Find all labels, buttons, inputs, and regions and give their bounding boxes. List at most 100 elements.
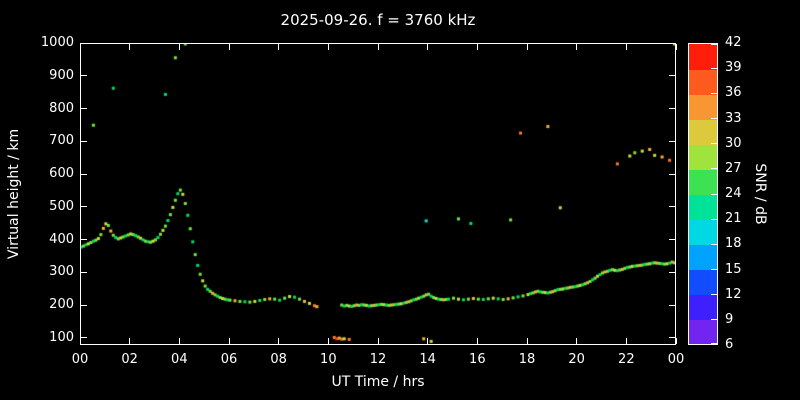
colorbar-band	[689, 194, 717, 220]
y-tick-mark	[669, 140, 675, 142]
x-tick-label: 18	[518, 352, 536, 367]
y-tick-mark	[81, 239, 87, 241]
x-tick-label: 14	[419, 352, 436, 367]
colorbar-tick-mark	[711, 43, 717, 45]
colorbar-tick-label: 6	[725, 337, 734, 352]
y-tick-mark	[81, 140, 87, 142]
colorbar-tick-mark	[711, 243, 717, 245]
x-tick-mark	[526, 338, 528, 344]
y-tick-label: 700	[49, 133, 74, 149]
x-tick-mark	[178, 338, 180, 344]
x-tick-mark	[228, 44, 230, 50]
x-tick-mark	[675, 338, 677, 344]
x-tick-mark	[476, 44, 478, 50]
x-tick-mark	[79, 44, 81, 50]
x-tick-label: 20	[568, 352, 585, 367]
x-tick-mark	[675, 44, 677, 50]
y-tick-mark	[669, 239, 675, 241]
x-tick-mark	[526, 44, 528, 50]
y-tick-mark	[669, 337, 675, 339]
y-tick-label: 500	[49, 198, 74, 214]
colorbar-tick-mark	[711, 118, 717, 119]
y-tick-label: 300	[49, 264, 74, 280]
y-tick-mark	[81, 42, 87, 44]
y-tick-mark	[81, 304, 87, 306]
colorbar-tick-label: 42	[725, 35, 742, 50]
colorbar-tick-mark	[711, 67, 717, 69]
colorbar-band	[689, 294, 717, 320]
x-tick-mark	[377, 338, 379, 344]
x-tick-mark	[129, 44, 131, 50]
x-tick-label: 04	[171, 352, 188, 367]
colorbar	[688, 43, 718, 345]
colorbar-tick-mark	[711, 294, 717, 296]
x-tick-mark	[327, 44, 329, 50]
y-tick-label: 100	[49, 329, 74, 345]
x-tick-mark	[625, 338, 627, 344]
colorbar-tick-mark	[711, 193, 717, 195]
colorbar-band	[689, 119, 717, 145]
x-tick-mark	[129, 338, 131, 344]
y-tick-label: 900	[49, 67, 74, 83]
x-tick-label: 08	[270, 352, 287, 367]
x-tick-mark	[377, 44, 379, 50]
colorbar-band	[689, 44, 717, 70]
colorbar-tick-label: 27	[725, 160, 742, 176]
scatter-points-canvas	[81, 44, 675, 344]
x-tick-mark	[576, 44, 578, 50]
y-tick-mark	[669, 304, 675, 306]
colorbar-tick-label: 24	[725, 186, 742, 201]
colorbar-tick-label: 36	[725, 85, 742, 101]
y-tick-mark	[669, 173, 675, 175]
y-tick-label: 600	[49, 166, 74, 182]
colorbar-tick-mark	[711, 319, 717, 321]
colorbar-tick-mark	[711, 143, 717, 145]
x-tick-label: 00	[71, 352, 89, 367]
y-tick-mark	[81, 337, 87, 339]
x-axis-label: UT Time / hrs	[331, 374, 425, 390]
colorbar-band	[689, 244, 717, 270]
y-tick-mark	[669, 108, 675, 109]
colorbar-tick-mark	[711, 269, 717, 270]
colorbar-tick-mark	[711, 168, 717, 170]
x-tick-mark	[427, 338, 429, 344]
x-tick-mark	[79, 338, 81, 344]
y-tick-label: 400	[49, 231, 74, 247]
x-tick-mark	[625, 44, 627, 50]
colorbar-tick-mark	[711, 92, 717, 94]
y-tick-mark	[81, 75, 87, 77]
colorbar-tick-label: 21	[725, 211, 742, 227]
colorbar-tick-label: 30	[725, 135, 742, 151]
colorbar-band	[689, 319, 717, 344]
y-tick-label: 1000	[40, 35, 74, 50]
y-tick-mark	[81, 206, 87, 208]
x-tick-label: 00	[667, 352, 685, 367]
colorbar-tick-mark	[711, 342, 717, 344]
y-tick-mark	[669, 75, 675, 77]
y-tick-label: 800	[49, 100, 74, 116]
colorbar-band	[689, 169, 717, 195]
colorbar-tick-label: 39	[725, 60, 742, 76]
y-tick-mark	[81, 271, 87, 273]
x-tick-label: 02	[121, 352, 138, 367]
plot-area	[80, 43, 676, 345]
x-tick-label: 22	[618, 352, 635, 367]
x-tick-label: 06	[220, 352, 238, 367]
colorbar-band	[689, 219, 717, 245]
y-tick-mark	[669, 206, 675, 208]
x-tick-label: 10	[320, 352, 337, 367]
x-tick-label: 12	[369, 352, 387, 367]
colorbar-tick-mark	[711, 218, 717, 220]
y-tick-label: 200	[49, 297, 74, 313]
colorbar-band	[689, 69, 717, 95]
colorbar-label: SNR / dB	[752, 163, 768, 225]
y-tick-mark	[669, 271, 675, 273]
colorbar-tick-label: 33	[725, 110, 742, 126]
x-tick-mark	[576, 338, 578, 344]
colorbar-tick-label: 15	[725, 261, 742, 277]
y-tick-mark	[81, 108, 87, 109]
x-tick-label: 16	[469, 352, 486, 367]
colorbar-band	[689, 94, 717, 120]
x-tick-mark	[228, 338, 230, 344]
